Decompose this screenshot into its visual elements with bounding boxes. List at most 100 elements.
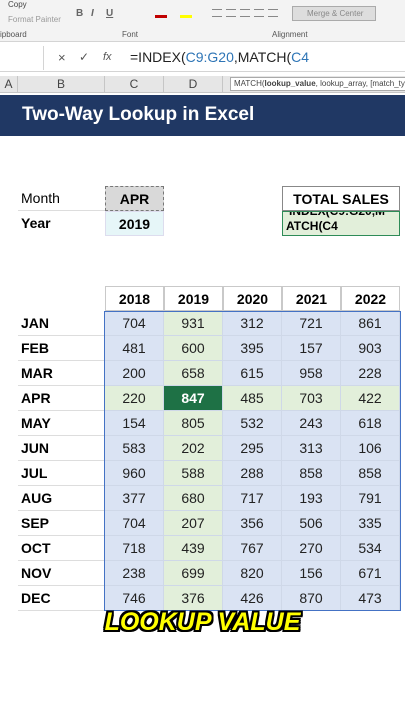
month-label: NOV [18,561,105,586]
value-cell: 202 [164,436,223,461]
font-button: I [91,8,94,19]
value-cell: 858 [341,461,400,486]
name-box [0,46,44,70]
value-cell: 485 [223,386,282,411]
value-cell: 671 [341,561,400,586]
value-cell: 439 [164,536,223,561]
column-header: B [18,76,105,93]
formula-part: C9:G20 [185,49,234,65]
cancel-button: × [58,50,66,65]
month-label: JAN [18,311,105,336]
value-cell: 847 [164,386,223,411]
value-cell: 335 [341,511,400,536]
group-label: Alignment [272,30,308,39]
month-label: JUN [18,436,105,461]
month-label: FEB [18,336,105,361]
label-cell: Month [18,186,105,211]
value-cell: 157 [282,336,341,361]
value-cell: 377 [105,486,164,511]
value-cell: 154 [105,411,164,436]
formula: =INDEX(C9:G20,MATCH(C4 [130,49,309,65]
value-cell: 481 [105,336,164,361]
value-cell: 288 [223,461,282,486]
value-cell: 228 [341,361,400,386]
value-cell: 356 [223,511,282,536]
value-cell: 532 [223,411,282,436]
column-header: D [164,76,223,93]
value-cell: 658 [164,361,223,386]
value-cell: 312 [223,311,282,336]
caption: LOOKUP VALUE [104,608,301,636]
input-cell: APR [105,186,164,211]
value-cell: 200 [105,361,164,386]
ribbon-button: Copy [8,0,27,9]
value-cell: 767 [223,536,282,561]
month-label: SEP [18,511,105,536]
formula-part: ,MATCH( [233,49,292,65]
result-label: TOTAL SALES [282,186,400,211]
value-cell: 295 [223,436,282,461]
value-cell: 588 [164,461,223,486]
value-cell: 680 [164,486,223,511]
month-label: APR [18,386,105,411]
value-cell: 960 [105,461,164,486]
align-icon [212,9,222,17]
value-cell: 703 [282,386,341,411]
value-cell: 534 [341,536,400,561]
value-cell: 861 [341,311,400,336]
value-cell: 220 [105,386,164,411]
value-cell: 858 [282,461,341,486]
title-banner [0,95,405,136]
result-line: INDEX(C9:G20,M [289,211,386,218]
value-cell: 903 [341,336,400,361]
month-label: DEC [18,586,105,611]
value-cell: 156 [282,561,341,586]
group-label: Font [122,30,139,39]
value-cell: 238 [105,561,164,586]
value-cell: 615 [223,361,282,386]
tooltip-part: lookup_value [264,79,316,88]
value-cell: 718 [105,536,164,561]
align-icon [254,9,264,17]
font-button: U [106,8,114,19]
function-tooltip: MATCH(lookup_value, lookup_array, [match… [230,77,405,91]
month-label: MAR [18,361,105,386]
year-header: 2022 [341,286,400,311]
tooltip-part: MATCH( [234,79,265,88]
title: Two-Way Lookup in Excel [22,104,255,125]
month-label: MAY [18,411,105,436]
value-cell: 207 [164,511,223,536]
column-header: A [0,76,18,93]
value-cell: 931 [164,311,223,336]
data-area [105,311,400,611]
fill-icon [180,8,192,18]
formula-part: C4 [291,49,310,65]
value-cell: 721 [282,311,341,336]
value-cell: 791 [341,486,400,511]
year-header: 2019 [164,286,223,311]
month-label: AUG [18,486,105,511]
align-icon [226,9,236,17]
formula-part: =INDEX( [130,49,186,65]
value-cell: 395 [223,336,282,361]
input-cell: 2019 [105,211,164,236]
value-cell: 618 [341,411,400,436]
value-cell: 805 [164,411,223,436]
month-label: OCT [18,536,105,561]
year-header: 2018 [105,286,164,311]
font-color-icon [155,8,167,18]
merge-button: Merge & Center [292,6,376,21]
label-cell: Year [21,215,51,231]
align-icon [268,9,278,17]
result-cell: INDEX(C9:G20,M ATCH(C4 [282,211,400,236]
year-header: 2021 [282,286,341,311]
align-icon [240,9,250,17]
font-button: B [76,8,84,19]
month-label: JUL [18,461,105,486]
value-cell: 193 [282,486,341,511]
year-header: 2020 [223,286,282,311]
value-cell: 704 [105,511,164,536]
value-cell: 506 [282,511,341,536]
result-line: ATCH(C4 [286,219,338,233]
